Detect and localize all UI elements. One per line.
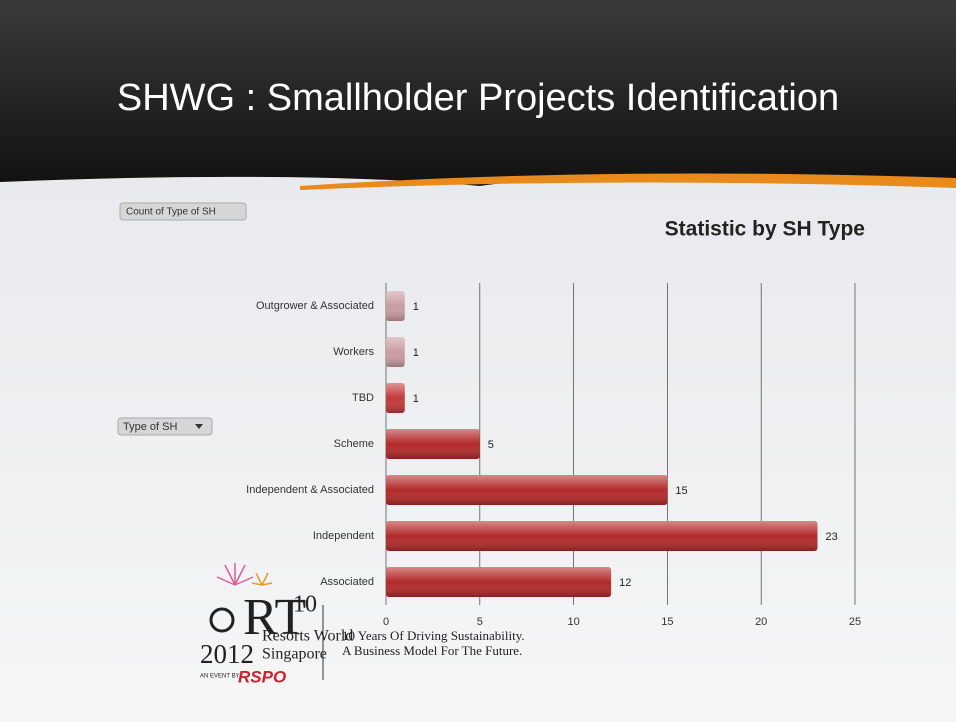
- logo-firework: [216, 563, 273, 586]
- x-tick-label: 5: [477, 616, 483, 628]
- y-tick-label: Independent & Associated: [246, 484, 374, 496]
- value-label: 1: [413, 393, 419, 405]
- y-tick-label: Workers: [333, 346, 374, 358]
- x-tick-label: 15: [661, 616, 673, 628]
- logo-num: 10: [293, 592, 317, 618]
- x-tick-label: 10: [567, 616, 579, 628]
- bar-shine: [386, 567, 612, 597]
- logo-venue: Singapore: [262, 646, 327, 663]
- tagline: A Business Model For The Future.: [342, 643, 522, 658]
- x-tick-label: 25: [849, 616, 861, 628]
- x-tick-label: 0: [383, 616, 389, 628]
- y-tick-label: TBD: [352, 392, 374, 404]
- x-tick-label: 20: [755, 616, 767, 628]
- bar-shine: [386, 521, 818, 551]
- header: [0, 0, 956, 186]
- logo-event: AN EVENT BY: [200, 674, 240, 680]
- count-button[interactable]: [119, 202, 247, 221]
- bar-shine: [386, 291, 405, 321]
- y-tick-label: Outgrower & Associated: [256, 300, 374, 312]
- logo-rt: RT: [243, 589, 306, 646]
- header-swoosh: [300, 173, 956, 190]
- bar-shine: [386, 383, 405, 413]
- value-label: 1: [413, 301, 419, 313]
- logo-venue: Resorts World: [262, 628, 353, 645]
- y-tick-label: Independent: [313, 530, 374, 542]
- slide-title: SHWG : Smallholder Projects Identificati…: [117, 77, 839, 119]
- value-label: 23: [825, 531, 837, 543]
- type-button-label: Type of SH: [123, 421, 177, 433]
- type-button[interactable]: [117, 417, 213, 436]
- logo-year: 2012: [200, 639, 254, 669]
- logo-ring: [209, 607, 235, 633]
- bar-shine: [386, 429, 480, 459]
- y-tick-label: Associated: [320, 576, 374, 588]
- tagline: 10 Years Of Driving Sustainability.: [342, 628, 525, 643]
- count-button-label: Count of Type of SH: [126, 207, 216, 218]
- value-label: 15: [675, 485, 687, 497]
- bar-shine: [386, 475, 668, 505]
- value-label: 12: [619, 577, 631, 589]
- value-label: 5: [488, 439, 494, 451]
- bar-shine: [386, 337, 405, 367]
- value-label: 1: [413, 347, 419, 359]
- y-tick-label: Scheme: [334, 438, 374, 450]
- chart-title: Statistic by SH Type: [665, 218, 865, 241]
- dropdown-arrow: [195, 424, 203, 429]
- logo-org: RSPO: [238, 667, 286, 686]
